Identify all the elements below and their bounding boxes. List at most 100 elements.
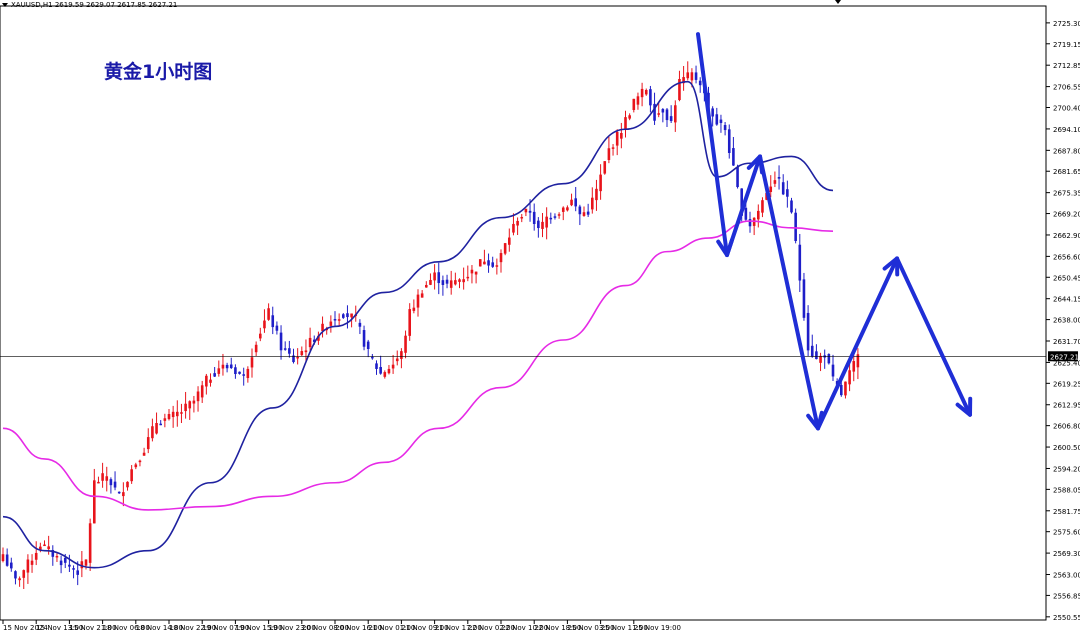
y-tick-label: 2588.05 bbox=[1053, 486, 1080, 494]
candle-body bbox=[122, 492, 125, 497]
candle-body bbox=[586, 211, 590, 215]
candle-body bbox=[615, 131, 619, 146]
x-tick-label: 20 Nov 08:00 bbox=[302, 624, 349, 632]
candle-body bbox=[371, 356, 374, 359]
x-tick-label: 15 Nov 2024 bbox=[3, 624, 48, 632]
candle-body bbox=[487, 260, 490, 266]
x-tick-label: 19 Nov 23:00 bbox=[269, 624, 316, 632]
forecast-arrow-line bbox=[816, 256, 899, 431]
candle-body bbox=[454, 280, 457, 285]
candle-body bbox=[416, 294, 420, 308]
y-tick-label: 2638.00 bbox=[1053, 317, 1080, 325]
candle-body bbox=[748, 219, 752, 227]
candle-body bbox=[686, 72, 690, 79]
y-tick-label: 2700.40 bbox=[1053, 105, 1080, 113]
candle-body bbox=[549, 217, 553, 220]
y-tick-label: 2612.95 bbox=[1053, 402, 1080, 410]
candle-body bbox=[362, 330, 366, 347]
candle-body bbox=[516, 220, 519, 226]
y-tick-label: 2575.60 bbox=[1053, 529, 1080, 537]
candle-body bbox=[761, 200, 764, 213]
candle-body bbox=[732, 148, 735, 166]
candle-body bbox=[541, 221, 544, 229]
y-tick-label: 2712.85 bbox=[1053, 62, 1080, 70]
candle-body bbox=[661, 109, 665, 113]
candle-body bbox=[279, 332, 283, 351]
forecast-arrow-line bbox=[725, 154, 762, 258]
candle-body bbox=[520, 216, 524, 219]
candle-body bbox=[483, 261, 486, 265]
y-tick-label: 2550.55 bbox=[1053, 614, 1080, 622]
candle-body bbox=[408, 309, 411, 336]
candle-body bbox=[736, 166, 739, 188]
candle-body bbox=[757, 210, 760, 220]
y-tick-label: 2625.40 bbox=[1053, 359, 1080, 367]
x-tick-label: 21 Nov 09:00 bbox=[401, 624, 448, 632]
candle-body bbox=[151, 426, 154, 439]
plot-frame bbox=[0, 5, 1047, 621]
candle-body bbox=[63, 557, 67, 563]
x-tick-label: 22 Nov 18:00 bbox=[534, 624, 581, 632]
candle-body bbox=[462, 279, 465, 283]
candle-body bbox=[711, 108, 714, 117]
candle-body bbox=[217, 368, 221, 374]
candle-body bbox=[781, 182, 785, 195]
candle-body bbox=[802, 279, 806, 318]
shift-marker-icon[interactable] bbox=[835, 0, 841, 4]
candle-body bbox=[495, 265, 499, 267]
candle-body bbox=[117, 491, 121, 494]
candle-body bbox=[449, 280, 453, 288]
candle-body bbox=[806, 312, 810, 351]
forecast-arrowhead-icon bbox=[955, 396, 973, 417]
candle-body bbox=[603, 161, 607, 174]
candle-body bbox=[715, 114, 719, 125]
candle-body bbox=[831, 364, 835, 377]
candle-body bbox=[611, 147, 615, 149]
y-tick-label: 2725.30 bbox=[1053, 20, 1080, 28]
x-tick-label: 19 Nov 15:00 bbox=[235, 624, 282, 632]
candle-body bbox=[769, 186, 773, 192]
y-tick-label: 2600.50 bbox=[1053, 444, 1080, 452]
candle-body bbox=[458, 279, 461, 282]
candle-body bbox=[337, 319, 341, 321]
y-tick-label: 2581.75 bbox=[1053, 508, 1080, 516]
candle-body bbox=[653, 103, 656, 121]
candle-body bbox=[379, 366, 382, 374]
candle-body bbox=[317, 335, 320, 341]
y-tick-label: 2606.80 bbox=[1053, 423, 1080, 431]
candle-body bbox=[528, 210, 532, 213]
dropdown-icon[interactable] bbox=[2, 3, 8, 7]
candle-body bbox=[138, 460, 142, 463]
candle-body bbox=[740, 188, 743, 216]
candle-body bbox=[856, 354, 860, 368]
x-tick-label: 15 Nov 13:00 bbox=[36, 624, 83, 632]
candle-body bbox=[690, 72, 694, 81]
x-tick-label: 21 Nov 17:00 bbox=[435, 624, 482, 632]
candle-body bbox=[126, 481, 129, 488]
candle-body bbox=[441, 280, 445, 285]
y-tick-label: 2687.80 bbox=[1053, 147, 1080, 155]
candle-body bbox=[80, 561, 84, 569]
candle-body bbox=[698, 80, 702, 86]
moving-average-slow bbox=[2, 220, 834, 511]
candle-body bbox=[591, 197, 594, 210]
candle-body bbox=[329, 321, 333, 326]
candle-body bbox=[142, 452, 146, 456]
candle-body bbox=[694, 72, 698, 80]
candle-body bbox=[130, 469, 133, 482]
candle-body bbox=[815, 351, 818, 360]
candle-body bbox=[350, 313, 353, 318]
candle-body bbox=[267, 308, 270, 320]
x-tick-label: 18 Nov 06:00 bbox=[103, 624, 150, 632]
x-tick-label: 20 Nov 16:00 bbox=[335, 624, 382, 632]
chart-title: 黄金1小时图 bbox=[104, 61, 213, 83]
candle-body bbox=[649, 89, 652, 106]
candle-body bbox=[109, 479, 113, 486]
candle-body bbox=[470, 269, 474, 274]
candle-body bbox=[234, 367, 237, 375]
candle-body bbox=[288, 348, 291, 354]
candle-body bbox=[275, 325, 279, 331]
candle-body bbox=[790, 200, 793, 213]
